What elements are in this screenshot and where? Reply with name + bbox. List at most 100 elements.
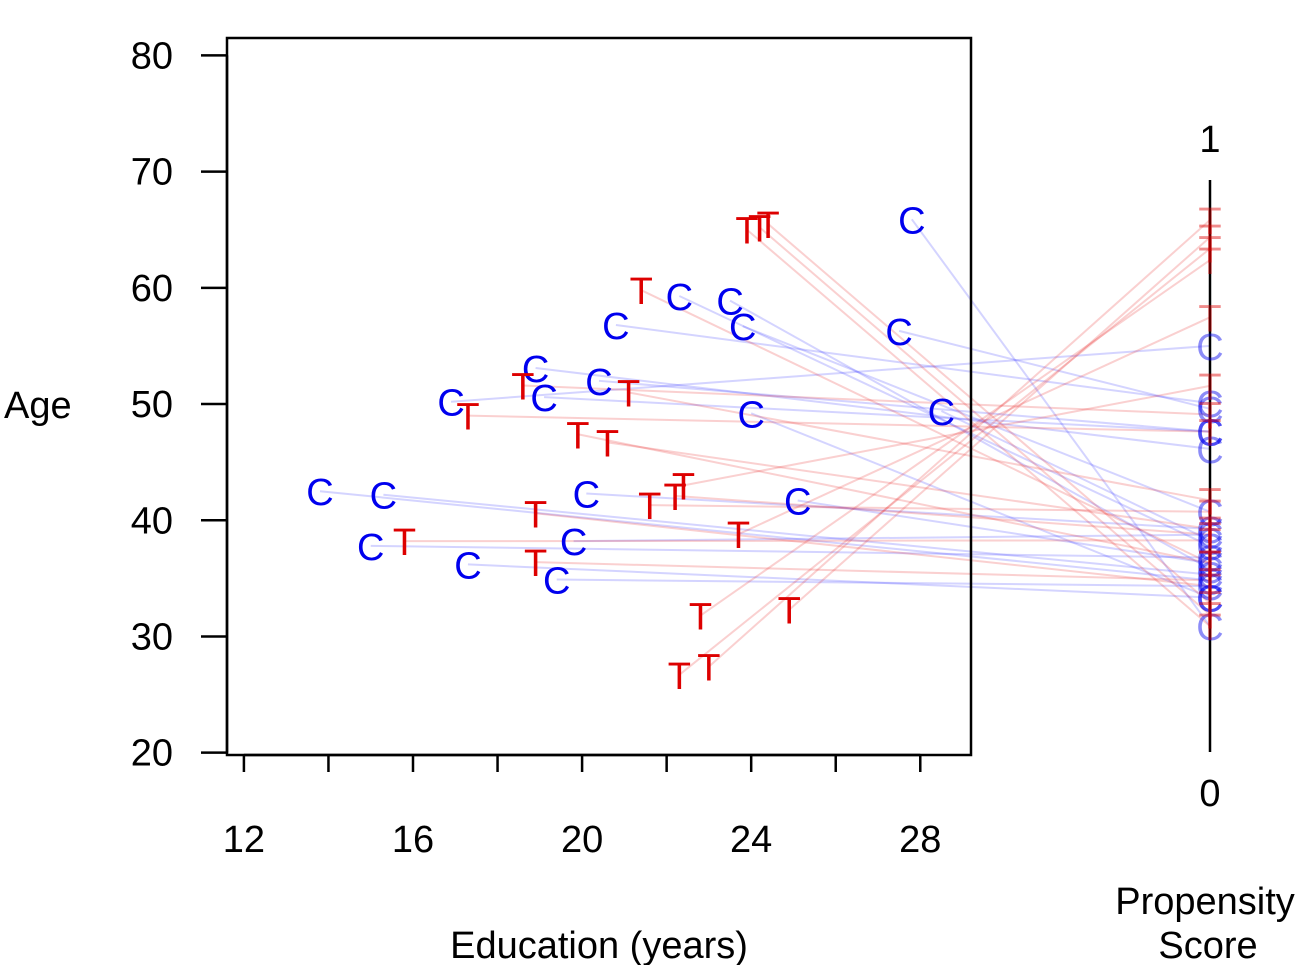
x-tick-label: 24 [730,819,772,861]
score-marker: T [1198,413,1221,455]
data-point: C [437,383,464,425]
score-marker: C [1196,510,1223,552]
data-point: T [638,486,661,528]
score-marker: T [1198,218,1221,260]
connector-line [898,329,1211,410]
propensity-bottom-label: 0 [1199,773,1220,815]
score-marker: T [1198,544,1221,586]
data-point: T [778,591,801,633]
data-point: T [672,466,695,508]
y-tick-label: 40 [131,500,173,542]
connector-line [404,539,1211,543]
connector-line [683,384,1211,487]
score-marker: T [1198,567,1221,609]
x-tick-label: 28 [899,819,941,861]
data-point: T [689,597,712,639]
connector-line [577,433,1211,565]
data-point: C [784,482,811,524]
x-tick-label: 16 [392,819,434,861]
score-marker: C [1196,430,1223,472]
connector-line [319,490,1211,582]
y-tick-label: 60 [131,268,173,310]
connector-line [467,414,1211,433]
y-tick-label: 30 [131,616,173,658]
data-point: C [454,545,481,587]
score-marker: C [1196,607,1223,649]
score-marker: C [1196,413,1223,455]
score-marker: T [1198,516,1221,558]
data-point: T [511,366,534,408]
data-point: C [543,561,570,603]
connector-line [940,410,1211,542]
score-marker: T [1198,493,1221,535]
connector-line [699,259,1211,617]
y-tick-label: 70 [131,152,173,194]
data-point: T [393,522,416,564]
data-point: C [885,312,912,354]
data-point: T [617,373,640,415]
score-marker: C [1196,521,1223,563]
score-marker: C [1196,384,1223,426]
connector-line [758,226,1211,616]
score-marker: T [1198,396,1221,438]
connector-line [708,219,1211,668]
score-marker: T [1198,367,1221,409]
connector-line [598,379,1211,433]
score-marker: T [1198,544,1221,586]
score-marker: C [1196,567,1223,609]
data-point: C [737,394,764,436]
data-point: T [524,494,547,536]
data-point: C [530,378,557,420]
data-point: C [573,475,600,517]
y-axis-title: Age [4,385,72,427]
connector-line [767,223,1211,605]
data-point: T [663,477,686,519]
connector-line [678,295,1211,547]
score-marker: T [1198,230,1221,272]
data-point: C [370,476,397,518]
y-tick-label: 50 [131,384,173,426]
x-axis-title: Education (years) [450,925,748,965]
connector-line [640,289,1211,565]
data-point: C [357,527,384,569]
data-point: T [727,515,750,557]
connector-line [556,578,1211,588]
score-marker: T [1198,298,1221,340]
data-point: C [729,307,756,349]
score-marker: C [1196,550,1223,592]
data-point: C [522,349,549,391]
x-axis: 12 16 20 24 28 [223,753,941,861]
y-tick-label: 20 [131,733,173,775]
connector-line [586,492,1211,530]
connector-line [628,391,1211,502]
score-marker: C [1196,516,1223,558]
score-marker: C [1196,561,1223,603]
x-tick-label: 12 [223,819,265,861]
connector-line [911,218,1211,627]
data-point: C [585,362,612,404]
score-marker: T [1198,561,1221,603]
score-marker: C [1196,556,1223,598]
data-point: C [928,392,955,434]
score-marker: T [1198,510,1221,552]
connector-line [675,494,1211,536]
connector-line [467,563,1211,599]
connector-line [535,512,1211,588]
connector-line [742,325,1211,513]
y-axis: 20 30 40 50 60 70 80 [131,35,229,775]
connector-line [535,561,1211,582]
data-point: C [666,277,693,319]
propensity-score-axis: 1 0 Propensity Score [1115,119,1295,965]
connector-line [678,247,1211,676]
score-marker: T [1198,481,1221,523]
data-point: C [716,282,743,324]
connector-line [615,324,1211,405]
connector-line [797,499,1211,565]
connector-line [750,412,1211,599]
propensity-axis-title-line1: Propensity [1115,881,1295,923]
score-marker: C [1196,390,1223,432]
score-marker: C [1196,544,1223,586]
score-marker: T [1198,584,1221,626]
